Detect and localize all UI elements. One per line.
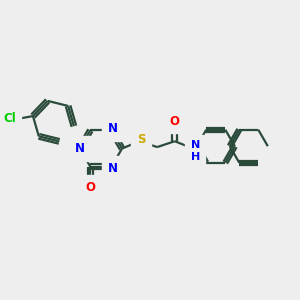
Text: S: S bbox=[137, 133, 145, 146]
Text: O: O bbox=[85, 181, 95, 194]
Text: N: N bbox=[75, 142, 85, 155]
Text: N: N bbox=[108, 122, 118, 135]
Text: N
H: N H bbox=[190, 140, 200, 162]
Text: Cl: Cl bbox=[3, 112, 16, 125]
Text: N: N bbox=[108, 162, 118, 175]
Text: O: O bbox=[170, 115, 180, 128]
